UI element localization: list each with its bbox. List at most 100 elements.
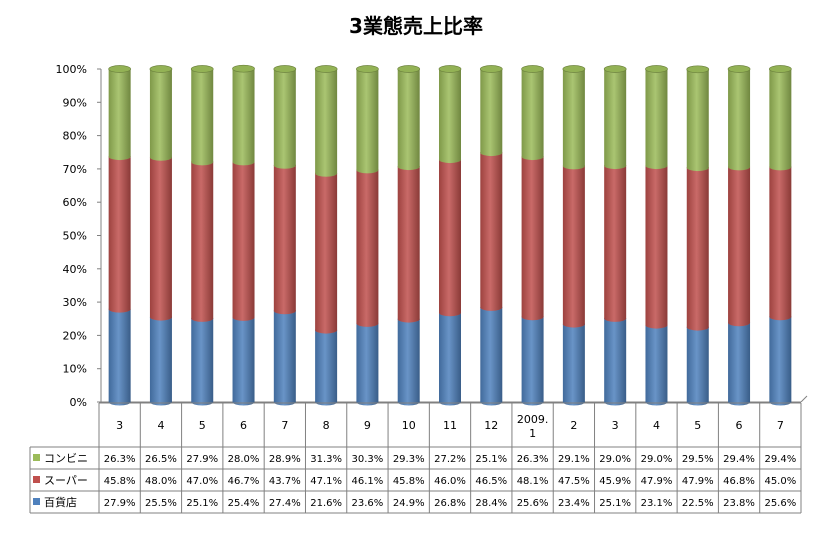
bar-segment-konbini — [149, 65, 173, 161]
table-cell-value: 24.9% — [393, 498, 425, 509]
bar-body — [645, 69, 668, 170]
table-cell-value: 27.4% — [269, 498, 301, 509]
table-cell-value: 29.0% — [599, 454, 631, 465]
table-cell-value: 25.1% — [186, 498, 218, 509]
table-cell-value: 25.5% — [145, 498, 177, 509]
chart-title: 3業態売上比率 — [349, 14, 483, 38]
table-cell-value: 28.9% — [269, 454, 301, 465]
bar-segment-hyakkaten — [480, 303, 503, 406]
x-tick-label: 9 — [364, 419, 371, 432]
bar-body — [315, 69, 338, 177]
bar-body — [397, 69, 420, 171]
table-cell-value: 43.7% — [269, 476, 301, 487]
table-cell-value: 29.5% — [682, 454, 714, 465]
bar-segment-hyakkaten — [728, 319, 751, 406]
table-cell-value: 23.1% — [641, 498, 673, 509]
bar-body — [149, 317, 172, 406]
data-table: 3 4 5 6 7 8 9 10 11 12 2009. 1 2 3 4 5 6 7 コンビニ 26.3% 26.5% 2… — [29, 402, 802, 514]
x-tick-label: 2009. 1 — [517, 413, 549, 440]
x-tick-label: 8 — [323, 419, 330, 432]
bar-segment-super — [273, 161, 296, 315]
bar-body — [356, 169, 379, 327]
axes: 0% 10% 20% 30% 40% 50% 60% 70% 80% 90% 100% — [56, 63, 808, 409]
bar-body — [439, 159, 461, 317]
table-cell-value: 28.0% — [228, 454, 260, 465]
table-cell-value: 45.8% — [393, 476, 425, 487]
bar-segment-konbini — [438, 65, 462, 164]
bar-body — [521, 156, 544, 321]
bar-segment-super — [356, 166, 379, 327]
bar-segment-super — [604, 162, 627, 322]
bar-body — [108, 156, 131, 313]
y-tick-label: 20% — [63, 329, 87, 342]
bar-segment-super — [769, 163, 792, 321]
table-cell-value: 22.5% — [682, 498, 714, 509]
bar-segment-hyakkaten — [439, 309, 461, 406]
table-cell-value: 48.1% — [517, 476, 549, 487]
table-cell-value: 27.9% — [186, 454, 218, 465]
bar-segment-hyakkaten — [356, 319, 379, 406]
table-cell-value: 26.8% — [434, 498, 466, 509]
bar-body — [604, 165, 627, 322]
bar-segment-konbini — [273, 65, 297, 169]
bar-segment-hyakkaten — [604, 314, 627, 406]
table-cell-value: 46.1% — [352, 476, 384, 487]
x-tick-label: 4 — [157, 419, 164, 432]
legend-entry: スーパー — [33, 474, 88, 487]
bar-body — [397, 319, 420, 406]
bar-cap — [727, 65, 751, 73]
bar-body — [273, 165, 296, 315]
table-cell-value: 29.1% — [558, 454, 590, 465]
bar-body — [273, 69, 296, 169]
bar-cap — [232, 64, 255, 73]
x-tick-label: 2 — [570, 419, 577, 432]
table-cell-value: 46.0% — [434, 476, 466, 487]
bar-body — [686, 69, 709, 172]
bar-cap — [190, 65, 214, 73]
bar-segment-konbini — [479, 65, 503, 157]
legend-label: 百貨店 — [44, 495, 77, 509]
table-cell-value: 47.9% — [641, 476, 673, 487]
x-tick-label: 4 — [653, 419, 660, 432]
bar-segment-super — [562, 162, 585, 328]
legend-label: スーパー — [44, 474, 88, 487]
table-cell-value: 47.0% — [186, 476, 218, 487]
table-cell-value: 47.9% — [682, 476, 714, 487]
bar-cap — [108, 65, 131, 73]
bar-segment-hyakkaten — [686, 323, 709, 406]
table-cell-value: 47.1% — [310, 476, 342, 487]
y-tick-label: 0% — [70, 396, 87, 409]
bar-body — [191, 318, 214, 406]
table-cell-value: 25.6% — [764, 498, 796, 509]
x-tick-label: 7 — [281, 419, 288, 432]
table-cell-value: 26.5% — [145, 454, 177, 465]
bar-cap — [562, 65, 586, 73]
table-cell-value: 25.1% — [475, 454, 507, 465]
table-cell-value: 21.6% — [310, 498, 342, 509]
bar-body — [191, 161, 214, 322]
y-tick-label: 40% — [63, 263, 87, 276]
y-tick-label: 70% — [63, 163, 87, 176]
y-tick-label: 30% — [63, 296, 87, 309]
table-cell-value: 29.4% — [764, 454, 796, 465]
bar-body — [480, 307, 503, 406]
bar-segment-konbini — [190, 65, 214, 166]
table-cell-value: 46.8% — [723, 476, 755, 487]
bar-segment-hyakkaten — [562, 320, 585, 406]
bar-body — [769, 69, 792, 171]
y-tick-label: 80% — [63, 130, 87, 143]
floor-edge — [800, 395, 808, 403]
bar-body — [232, 161, 255, 321]
bar-body — [604, 69, 627, 170]
table-cell-value: 30.3% — [352, 454, 384, 465]
bar-body — [315, 330, 338, 406]
bar-segment-hyakkaten — [521, 313, 544, 406]
bar-body — [108, 309, 131, 406]
bars — [108, 64, 792, 406]
bar-cap — [769, 65, 792, 73]
bar-cap — [356, 65, 379, 73]
bar-segment-super — [521, 153, 544, 321]
bar-body — [232, 68, 255, 166]
bar-body — [686, 327, 709, 406]
bar-body — [728, 322, 751, 406]
